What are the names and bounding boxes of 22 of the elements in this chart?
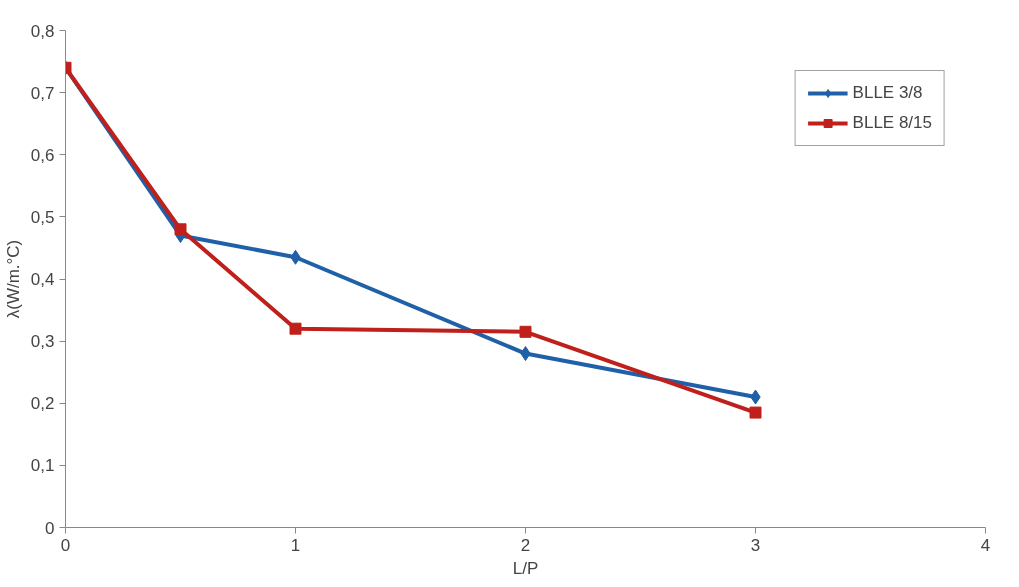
x-tick-label: 1 (290, 535, 301, 555)
point (749, 406, 762, 419)
y-tick-label: 0,4 (30, 270, 55, 289)
y-tick-label: 0,1 (30, 456, 55, 476)
y-tick-label: 0,3 (30, 332, 55, 352)
y-tick-label: 0,8 (30, 21, 55, 41)
y-tick-label: 0,7 (30, 83, 55, 103)
x-tick-label: 2 (520, 535, 531, 555)
x-axis-title: L/P (512, 558, 539, 578)
y-axis-title: λ(W/m.°C) (3, 239, 23, 319)
y-tick-label: 0 (45, 518, 55, 538)
point (174, 223, 187, 236)
y-tick-label: 0,2 (30, 394, 55, 414)
y-tick-label: 0,5 (30, 207, 55, 227)
x-tick-label: 3 (750, 535, 761, 555)
point (519, 325, 532, 338)
x-tick-label: 4 (980, 535, 991, 555)
point (289, 322, 302, 335)
legend-label: BLLE 3/8 (852, 83, 923, 103)
y-tick-label: 0,6 (30, 145, 55, 165)
legend-label: BLLE 8/15 (852, 113, 932, 133)
x-tick-label: 0 (60, 535, 71, 555)
